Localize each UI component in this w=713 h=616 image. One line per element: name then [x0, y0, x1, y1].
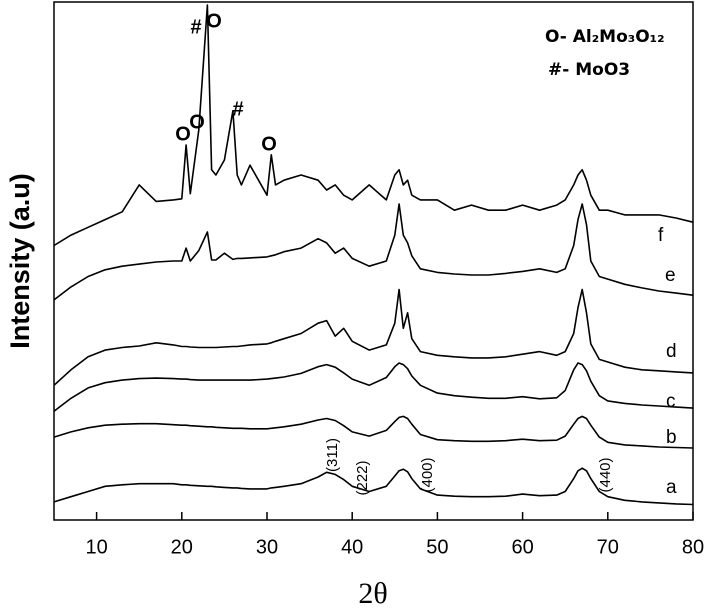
series-line — [53, 288, 694, 386]
series-label: c — [666, 391, 676, 412]
annotation: (400) — [419, 457, 436, 492]
annotation: (222) — [354, 460, 371, 495]
series-line — [53, 203, 694, 301]
x-tick-label: 30 — [256, 536, 278, 558]
annotation: (440) — [597, 457, 614, 492]
series-label: e — [665, 265, 676, 286]
plot-frame — [53, 1, 694, 521]
annotation: O — [189, 111, 205, 133]
series-line — [53, 362, 694, 412]
x-tick-label: 60 — [511, 536, 533, 558]
annotation: O — [175, 123, 191, 145]
series-label: a — [666, 477, 677, 498]
x-tick-label: 50 — [426, 536, 448, 558]
x-tick-label: 20 — [171, 536, 193, 558]
x-tick-label: 70 — [597, 536, 619, 558]
series-label: b — [666, 427, 677, 448]
x-axis-label: 2θ — [358, 577, 387, 610]
annotation: O — [261, 133, 277, 155]
series-line — [53, 467, 694, 506]
y-axis-label: Intensity (a.u) — [5, 173, 35, 349]
x-tick-label: 80 — [682, 536, 704, 558]
series-line — [53, 415, 694, 449]
x-tick-label: 10 — [85, 536, 107, 558]
annotation: # — [232, 98, 243, 120]
series-label: f — [658, 225, 664, 246]
x-tick-label: 40 — [341, 536, 363, 558]
annotation: # — [190, 16, 201, 38]
legend-text: O- Al₂Mo₃O₁₂ — [545, 27, 665, 47]
annotation: (311) — [324, 438, 341, 472]
annotation: O — [206, 10, 222, 32]
series-line — [53, 4, 694, 247]
series-label: d — [666, 341, 677, 362]
legend-text: #- MoO3 — [548, 60, 630, 80]
